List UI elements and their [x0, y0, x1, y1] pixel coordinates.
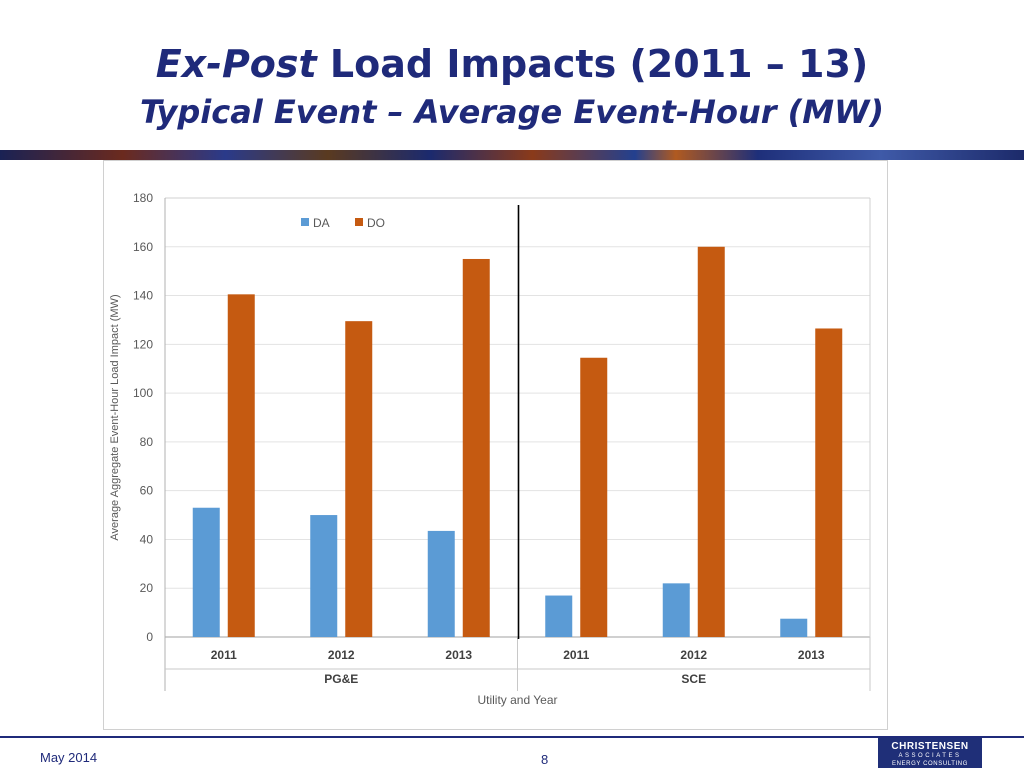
y-tick-label: 160	[133, 240, 153, 254]
y-tick-label: 100	[133, 386, 153, 400]
slide-subtitle: Typical Event – Average Event-Hour (MW)	[139, 93, 885, 131]
y-tick-label: 140	[133, 289, 153, 303]
bar-da	[545, 595, 573, 637]
legend-swatch-do	[355, 218, 363, 226]
logo-line-2: ASSOCIATES	[898, 753, 962, 759]
slide-title-emphasis: Ex-Post	[155, 42, 317, 86]
y-tick-label: 20	[140, 581, 154, 595]
bar-do	[227, 294, 255, 637]
slide-title-rest: Load Impacts (2011 – 13)	[316, 42, 869, 86]
bar-chart: 0 20 40 60 80 100 120 140 160 180 2011 2012 2013 2011…	[109, 191, 871, 707]
footer-date: May 2014	[40, 750, 98, 765]
bar-do	[462, 258, 490, 637]
bar-do	[815, 328, 843, 637]
bar-do	[580, 357, 608, 637]
slide-title: Ex-Post Load Impacts (2011 – 13)	[0, 40, 1024, 88]
bar-do	[697, 246, 725, 637]
x-tick-label: 2013	[798, 648, 825, 662]
slide-title-block: Ex-Post Load Impacts (2011 – 13) Typical…	[0, 40, 1024, 134]
page-number: 8	[541, 752, 549, 767]
bar-da	[192, 507, 220, 637]
x-tick-label: 2012	[328, 648, 355, 662]
x-tick-label: 2013	[445, 648, 472, 662]
x-axis-title: Utility and Year	[477, 693, 557, 707]
y-axis-title: Average Aggregate Event-Hour Load Impact…	[109, 294, 121, 540]
x-tick-label: 2011	[563, 648, 589, 662]
x-tick-label: 2011	[211, 648, 237, 662]
legend-swatch-da	[301, 218, 309, 226]
y-tick-label: 180	[133, 191, 153, 205]
bar-do	[345, 321, 373, 637]
group-label: SCE	[681, 672, 706, 686]
company-logo: CHRISTENSEN ASSOCIATES ENERGY CONSULTING	[878, 738, 982, 768]
decorative-banner	[0, 150, 1024, 160]
y-tick-label: 40	[140, 532, 154, 546]
y-tick-label: 80	[140, 435, 154, 449]
chart-frame: 0 20 40 60 80 100 120 140 160 180 2011 2012 2013 2011…	[103, 160, 888, 730]
footer-divider	[0, 736, 1024, 738]
bar-da	[427, 530, 455, 637]
y-tick-label: 60	[140, 484, 154, 498]
group-label: PG&E	[324, 672, 358, 686]
y-tick-label: 120	[133, 337, 153, 351]
bar-da	[310, 515, 338, 637]
legend-label-da: DA	[313, 216, 330, 230]
logo-line-1: CHRISTENSEN	[891, 741, 969, 752]
legend-label-do: DO	[367, 216, 385, 230]
logo-line-3: ENERGY CONSULTING	[892, 761, 968, 767]
bar-da	[662, 583, 690, 637]
x-tick-label: 2012	[680, 648, 707, 662]
bar-da	[780, 618, 808, 637]
y-tick-label: 0	[146, 630, 153, 644]
